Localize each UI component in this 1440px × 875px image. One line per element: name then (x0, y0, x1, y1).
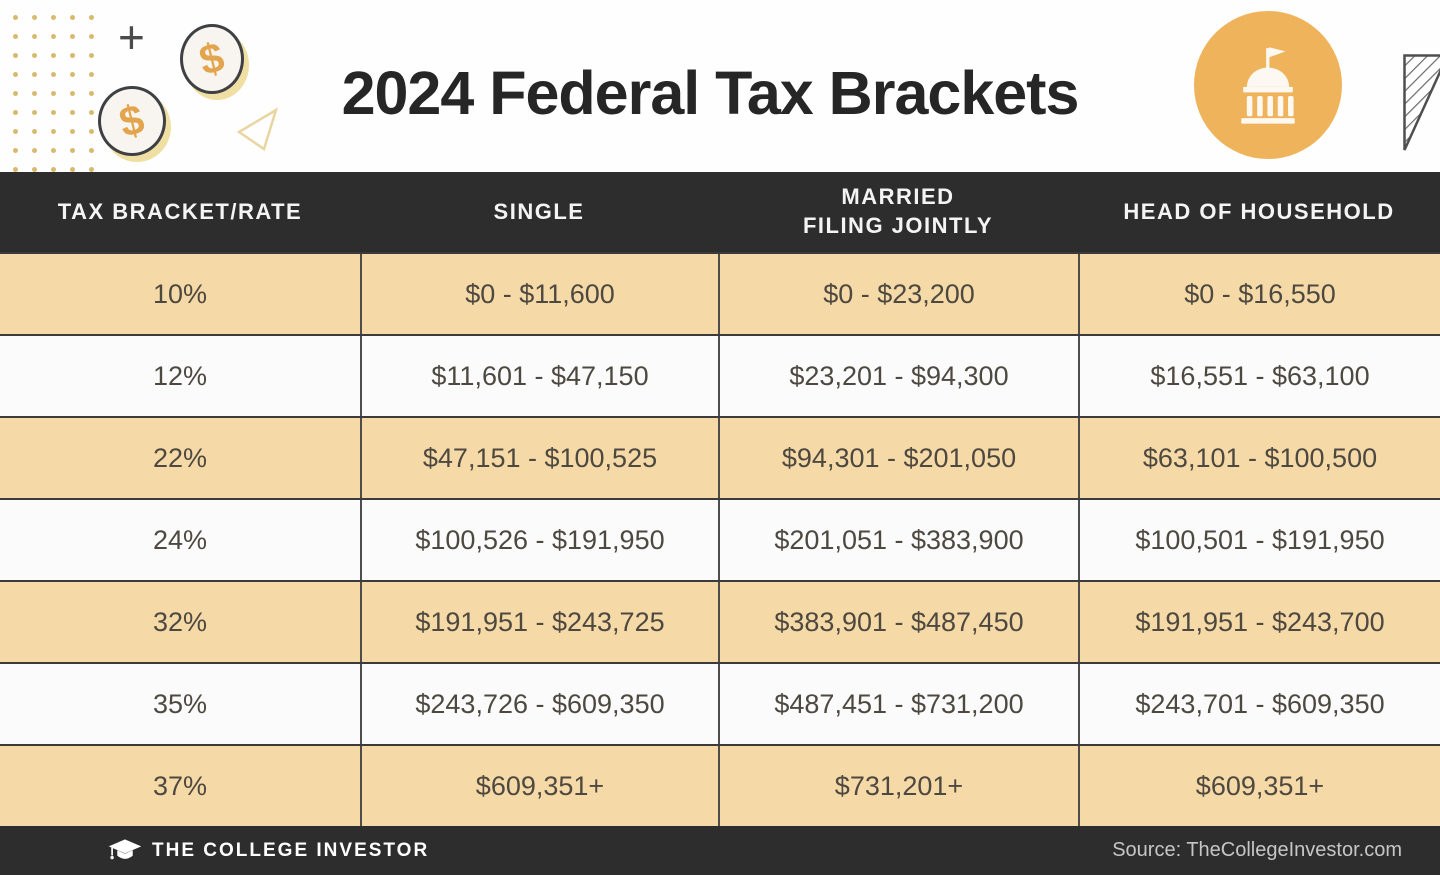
cell-married-filing-jointly: $201,051 - $383,900 (718, 500, 1078, 580)
table-row: 24% $100,526 - $191,950 $201,051 - $383,90… (0, 498, 1440, 580)
column-header-single: SINGLE (360, 198, 718, 227)
column-header-tax-bracket: TAX BRACKET/RATE (0, 198, 360, 227)
table-header-row: TAX BRACKET/RATE SINGLE MARRIED FILING J… (0, 172, 1440, 252)
cell-rate: 37% (152, 770, 208, 801)
page-title: 2024 Federal Tax Brackets (341, 59, 1080, 127)
cell-married-filing-jointly: $731,201+ (718, 746, 1078, 826)
capitol-building-icon (1241, 47, 1295, 124)
dollar-sign-icon: $ (194, 32, 229, 85)
table-row: 35% $243,726 - $609,350 $487,451 - $731,20… (0, 662, 1440, 744)
dollar-coin-icon: $ (98, 86, 166, 156)
cell-single: $609,351+ (360, 746, 718, 826)
brand-logo: THE COLLEGE INVESTOR (108, 837, 429, 865)
table-body: 10% $0 - $11,600 $0 - $23,200 $0 - $16,550 1… (0, 252, 1440, 826)
cell-married-filing-jointly: $23,201 - $94,300 (718, 336, 1078, 416)
cell-head-of-household: $191,951 - $243,700 (1078, 582, 1440, 662)
cell-single: $11,601 - $47,150 (360, 336, 718, 416)
cell-married-filing-jointly: $487,451 - $731,200 (718, 664, 1078, 744)
cell-head-of-household: $100,501 - $191,950 (1078, 500, 1440, 580)
column-header-head-of-household: HEAD OF HOUSEHOLD (1078, 198, 1440, 227)
cell-head-of-household: $243,701 - $609,350 (1078, 664, 1440, 744)
column-header-label: HEAD OF HOUSEHOLD (1123, 198, 1395, 224)
table-row: 22% $47,151 - $100,525 $94,301 - $201,050 $… (0, 416, 1440, 498)
cell-rate: 12% (152, 360, 208, 391)
brand-name: THE COLLEGE INVESTOR (152, 839, 430, 861)
source-attribution: Source: TheCollegeInvestor.com (1112, 839, 1402, 861)
cell-single: $0 - $11,600 (360, 254, 718, 334)
dots-grid-decoration (6, 8, 94, 176)
cell-rate: 24% (152, 524, 208, 555)
plus-icon: + (118, 11, 145, 63)
cell-married-filing-jointly: $94,301 - $201,050 (718, 418, 1078, 498)
cell-rate: 10% (152, 278, 208, 309)
cell-single: $47,151 - $100,525 (360, 418, 718, 498)
table-row: 37% $609,351+ $731,201+ $609,351+ (0, 744, 1440, 826)
capitol-circle-badge (1194, 11, 1342, 159)
cell-single: $191,951 - $243,725 (360, 582, 718, 662)
cell-head-of-household: $63,101 - $100,500 (1078, 418, 1440, 498)
graduation-cap-icon (108, 838, 142, 859)
cell-rate: 35% (152, 688, 208, 719)
cell-head-of-household: $0 - $16,550 (1078, 254, 1440, 334)
cell-single: $100,526 - $191,950 (360, 500, 718, 580)
column-header-married-filing-jointly: MARRIED FILING JOINTLY (718, 183, 1078, 240)
cell-married-filing-jointly: $0 - $23,200 (718, 254, 1078, 334)
outline-triangle-icon (236, 107, 279, 151)
cell-married-filing-jointly: $383,901 - $487,450 (718, 582, 1078, 662)
column-header-label: SINGLE (493, 198, 585, 224)
table-row: 10% $0 - $11,600 $0 - $23,200 $0 - $16,550 (0, 252, 1440, 334)
cell-rate: 32% (152, 606, 208, 637)
cell-head-of-household: $609,351+ (1078, 746, 1440, 826)
dollar-sign-icon: $ (114, 94, 149, 147)
hatched-triangle-icon (1403, 54, 1440, 151)
table-row: 32% $191,951 - $243,725 $383,901 - $487,45… (0, 580, 1440, 662)
table-row: 12% $11,601 - $47,150 $23,201 - $94,300 $16… (0, 334, 1440, 416)
column-header-label-line2: FILING JOINTLY (802, 213, 994, 238)
cell-rate: 22% (152, 442, 208, 473)
column-header-label-line1: MARRIED (841, 184, 955, 210)
column-header-label: TAX BRACKET/RATE (57, 198, 303, 224)
cell-single: $243,726 - $609,350 (360, 664, 718, 744)
dollar-coin-icon: $ (180, 24, 244, 94)
hero-band: + $ $ 2024 Federal Tax Brackets (0, 0, 1440, 176)
cell-head-of-household: $16,551 - $63,100 (1078, 336, 1440, 416)
footer-band: THE COLLEGE INVESTOR Source: TheCollegeI… (0, 826, 1440, 875)
